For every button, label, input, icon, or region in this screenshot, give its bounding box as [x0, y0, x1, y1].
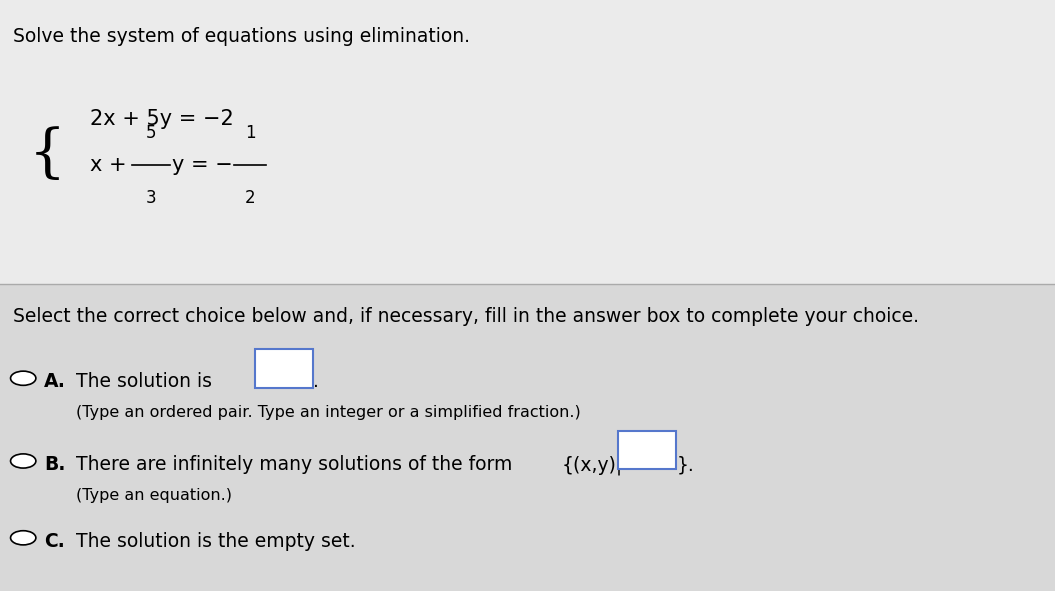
- Text: Select the correct choice below and, if necessary, fill in the answer box to com: Select the correct choice below and, if …: [13, 307, 919, 326]
- Circle shape: [11, 454, 36, 468]
- Text: 2x + 5y = −2: 2x + 5y = −2: [90, 109, 233, 129]
- FancyBboxPatch shape: [618, 431, 676, 469]
- Text: A.: A.: [44, 372, 66, 391]
- Circle shape: [11, 531, 36, 545]
- Text: Solve the system of equations using elimination.: Solve the system of equations using elim…: [13, 27, 469, 46]
- Text: The solution is: The solution is: [76, 372, 212, 391]
- Text: 3: 3: [146, 189, 156, 207]
- Circle shape: [11, 371, 36, 385]
- Text: y = −: y = −: [172, 155, 233, 176]
- Text: .: .: [313, 372, 320, 391]
- Text: There are infinitely many solutions of the form: There are infinitely many solutions of t…: [76, 455, 513, 474]
- FancyBboxPatch shape: [255, 349, 313, 388]
- Text: x +: x +: [90, 155, 133, 176]
- Text: (Type an ordered pair. Type an integer or a simplified fraction.): (Type an ordered pair. Type an integer o…: [76, 405, 580, 420]
- FancyBboxPatch shape: [0, 284, 1055, 591]
- Text: The solution is the empty set.: The solution is the empty set.: [76, 532, 356, 551]
- Text: {: {: [28, 127, 66, 183]
- Text: 1: 1: [245, 124, 255, 142]
- Text: C.: C.: [44, 532, 65, 551]
- Text: 2: 2: [245, 189, 255, 207]
- Text: (Type an equation.): (Type an equation.): [76, 488, 232, 502]
- Text: {(x,y)|: {(x,y)|: [561, 455, 622, 475]
- Text: 5: 5: [146, 124, 156, 142]
- Text: }.: }.: [676, 455, 694, 474]
- Text: B.: B.: [44, 455, 65, 474]
- FancyBboxPatch shape: [0, 0, 1055, 284]
